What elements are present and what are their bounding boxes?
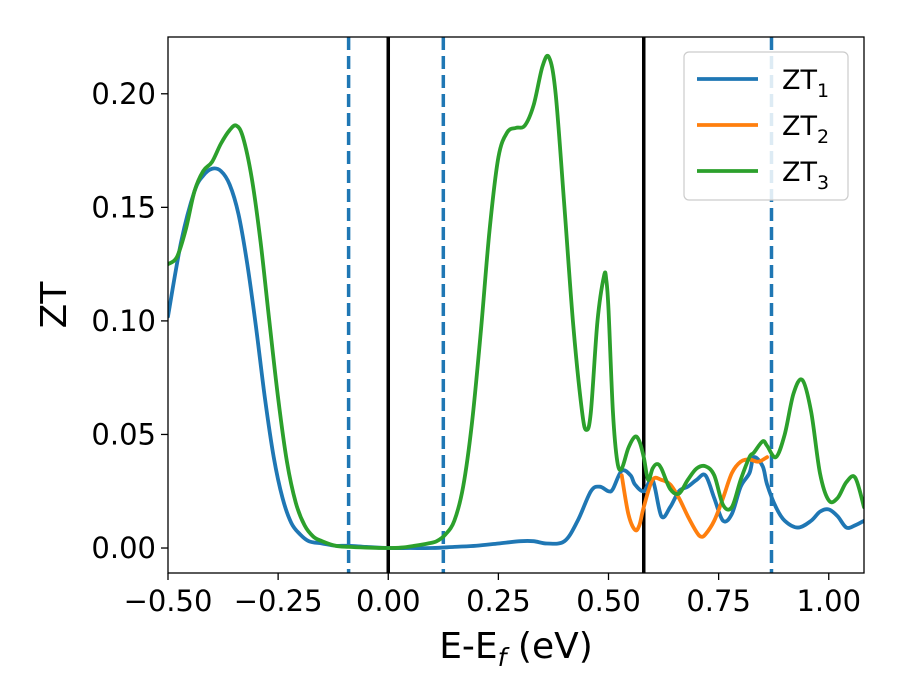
series-lines — [168, 53, 864, 551]
y-tick-label: 0.20 — [91, 77, 156, 111]
x-tick-label: 0.75 — [686, 584, 751, 618]
x-axis-ticks: −0.50 −0.25 0.00 0.25 0.50 0.75 1.00 — [124, 573, 861, 618]
plot-frame — [167, 36, 865, 574]
legend-label-zt3: ZT3 — [782, 157, 829, 194]
y-axis-title: ZT — [34, 281, 75, 329]
legend-box — [683, 51, 849, 201]
x-tick-label: 1.00 — [796, 584, 861, 618]
series-line-zt3 — [168, 53, 864, 550]
series-line-zt1 — [168, 166, 864, 551]
x-tick-label: −0.25 — [234, 584, 323, 618]
legend: ZT1 ZT2 ZT3 — [683, 51, 849, 201]
reference-lines — [346, 37, 774, 573]
x-tick-label: 0.00 — [356, 584, 421, 618]
legend-label-zt2: ZT2 — [782, 111, 829, 148]
y-tick-label: 0.10 — [91, 304, 156, 338]
y-tick-label: 0.15 — [91, 190, 156, 224]
x-tick-label: 0.50 — [576, 584, 641, 618]
y-tick-label: 0.00 — [91, 531, 156, 565]
y-tick-label: 0.05 — [91, 417, 156, 451]
series-line-zt2 — [619, 455, 769, 539]
x-tick-label: −0.50 — [124, 584, 213, 618]
legend-label-zt1: ZT1 — [782, 65, 829, 102]
x-axis-title: E-Ef (eV) — [439, 626, 593, 672]
y-axis-ticks: 0.00 0.05 0.10 0.15 0.20 — [91, 77, 168, 565]
x-tick-label: 0.25 — [466, 584, 531, 618]
